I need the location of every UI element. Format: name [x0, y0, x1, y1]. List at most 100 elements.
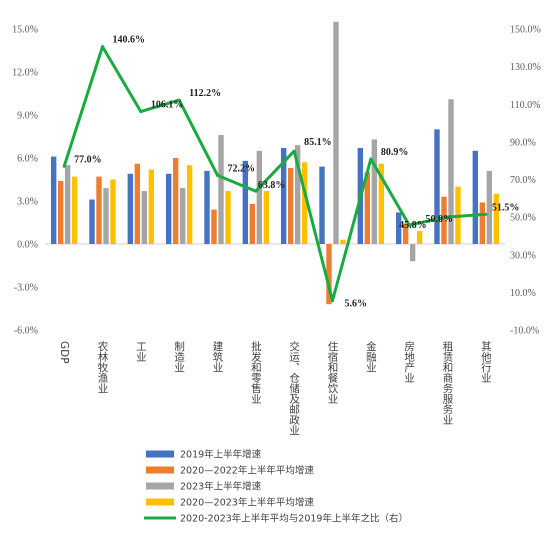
bar-s2-11: [479, 202, 486, 244]
ratio-point-4: [216, 173, 219, 177]
category-label-8: 金融业: [365, 340, 377, 372]
ratio-label-1: 140.6%: [113, 35, 146, 46]
ratio-label-3: 112.2%: [189, 88, 221, 99]
y-right-tick-label: 150.0%: [510, 25, 541, 36]
y-right-tick-label: -10.0%: [510, 326, 539, 337]
ratio-label-7: 5.6%: [345, 299, 368, 310]
ratio-point-6: [292, 149, 296, 153]
category-label-4: 建筑业: [212, 340, 224, 372]
bar-s1-7: [319, 166, 325, 244]
bar-s3-11: [486, 170, 493, 244]
bar-s3-0: [64, 165, 71, 244]
bar-s2-1: [96, 176, 102, 244]
legend-label-0: 2019年上半年增速: [180, 449, 262, 461]
y-right-tick-label: 30.0%: [510, 250, 536, 261]
ratio-point-8: [369, 157, 373, 161]
y-right-tick-label: 10.0%: [510, 288, 536, 299]
bar-s4-4: [225, 190, 231, 244]
bar-s1-4: [204, 170, 210, 244]
y-left-tick-label: 3.0%: [17, 197, 38, 208]
bar-s3-3: [179, 188, 186, 244]
bar-s2-10: [441, 196, 447, 244]
category-labels: GDP 农林牧渔业 工业 制造业 建筑业 批发和零售业 交运、仓储及邮政业 住宿和餐饮业 金融业…: [58, 340, 492, 435]
ratio-label-5: 63.8%: [258, 180, 286, 191]
category-label-11: 其他行业: [480, 341, 492, 383]
bar-s2-3: [172, 158, 179, 244]
y-left-tick-label: -3.0%: [14, 283, 38, 294]
bar-s3-4: [218, 135, 224, 244]
y-right-tick-label: 50.0%: [510, 213, 536, 224]
y-left-tick-label: 15.0%: [12, 25, 38, 36]
bar-s1-5: [242, 160, 249, 244]
bar-s4-0: [71, 176, 78, 244]
legend-label-3: 2020—2023年上半年平均增速: [180, 497, 314, 509]
data-labels: 77.0% 140.6% 106.1% 112.2% 72.2%63.8% 85.1% 5.…: [74, 35, 519, 310]
ratio-point-0: [62, 164, 66, 168]
ratio-label-2: 106.1%: [151, 100, 184, 111]
ratio-label-10: 50.0%: [426, 214, 454, 225]
y-right-tick-label: 110.0%: [510, 100, 540, 111]
bar-s3-5: [256, 150, 263, 244]
bar-s2-0: [57, 180, 64, 244]
category-label-6: 交运、仓储及邮政业: [288, 340, 300, 435]
category-label-3: 制造业: [173, 340, 185, 372]
bar-s3-9: [409, 244, 416, 262]
category-label-9: 房地产业: [403, 340, 415, 383]
bar-s2-4: [211, 209, 217, 244]
ratio-point-1: [101, 45, 104, 49]
category-label-1: 农林牧渔业: [97, 340, 109, 393]
bar-s1-0: [50, 156, 57, 244]
axes: -6.0% -3.0% 0.0% 3.0% 6.0% 9.0% 12.0% 15.0% -10.…: [12, 25, 541, 337]
y-left-tick-label: 12.0%: [12, 68, 38, 79]
bar-s4-3: [186, 165, 193, 244]
bar-s2-5: [249, 203, 256, 244]
bar-s4-9: [416, 231, 423, 244]
y-left-tick-label: 9.0%: [17, 111, 38, 122]
bars: [50, 21, 500, 305]
ratio-point-7: [331, 299, 334, 303]
bar-s4-6: [301, 162, 308, 244]
ratio-label-6: 85.1%: [304, 137, 332, 148]
legend-label-2: 2023年上半年增速: [180, 481, 262, 493]
bar-s3-7: [333, 21, 339, 245]
legend-swatch-1: [146, 466, 174, 474]
y-right-tick-label: 90.0%: [510, 137, 536, 148]
category-label-7: 住宿和餐饮业: [327, 340, 339, 404]
bar-s2-6: [287, 168, 294, 244]
ratio-label-4: 72.2%: [228, 163, 256, 174]
bar-s4-11: [493, 193, 500, 244]
bar-s1-2: [127, 173, 134, 244]
ratio-point-3: [177, 98, 181, 102]
bar-s1-11: [472, 150, 479, 244]
category-label-10: 租赁和商务服务业: [442, 340, 454, 425]
ratio-line: [62, 45, 488, 303]
bar-s1-6: [280, 147, 287, 244]
bar-s4-5: [263, 190, 270, 244]
ratio-label-9: 45.8%: [399, 220, 427, 231]
legend-swatch-3: [146, 498, 174, 506]
bar-s4-7: [340, 239, 346, 244]
bar-s2-8: [364, 172, 371, 244]
legend-label-4: 2020-2023年上半年平均与2019年上半年之比（右）: [180, 513, 408, 525]
legend: 2019年上半年增速 2020—2022年上半年平均增速 2023年上半年增速 202…: [144, 449, 408, 525]
bar-s4-8: [378, 163, 385, 244]
bar-s4-1: [110, 179, 116, 244]
ratio-line-path: [62, 45, 486, 303]
legend-label-1: 2020—2022年上半年平均增速: [180, 465, 314, 477]
bar-s1-3: [165, 173, 172, 244]
ratio-label-11: 51.5%: [492, 202, 520, 213]
bar-s3-6: [294, 145, 301, 244]
ratio-point-5: [254, 189, 258, 193]
bar-s3-1: [103, 188, 109, 244]
bar-s2-2: [134, 163, 141, 244]
bar-s3-2: [141, 190, 148, 244]
bar-s3-8: [371, 139, 378, 244]
ratio-point-2: [139, 110, 143, 114]
legend-swatch-2: [146, 482, 174, 490]
bar-s1-9: [395, 212, 402, 244]
ratio-point-9: [407, 223, 411, 227]
ratio-label-0: 77.0%: [74, 154, 102, 165]
category-label-0: GDP: [58, 341, 70, 364]
bar-s4-2: [148, 169, 155, 244]
